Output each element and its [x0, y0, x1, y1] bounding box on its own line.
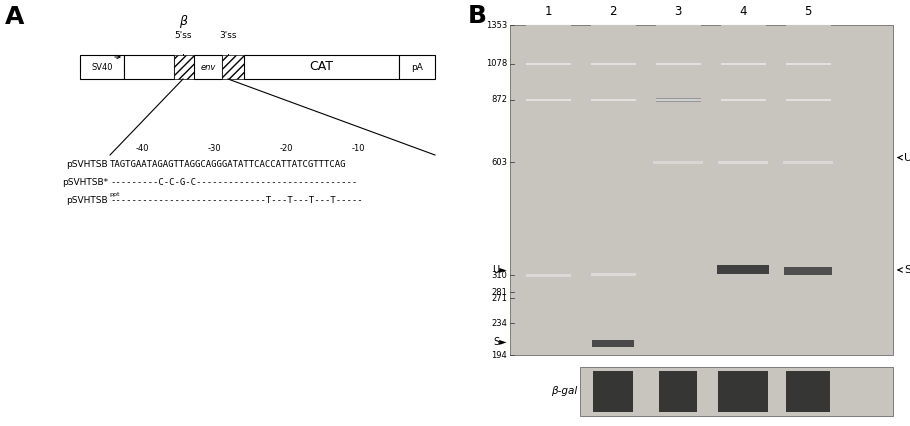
Text: 1: 1 — [544, 5, 551, 18]
Bar — [194, 55, 222, 79]
Text: pA: pA — [411, 63, 423, 72]
Text: SV40: SV40 — [91, 63, 113, 72]
Bar — [525, 63, 571, 65]
Text: 271: 271 — [491, 294, 507, 303]
Text: 281: 281 — [491, 288, 507, 296]
Bar — [655, 24, 701, 26]
Text: S: S — [904, 265, 910, 275]
Text: 4: 4 — [739, 5, 747, 18]
Text: 3: 3 — [674, 5, 682, 18]
Bar — [580, 367, 893, 416]
Bar — [244, 55, 399, 79]
Bar — [718, 371, 768, 412]
Bar — [80, 55, 124, 79]
Bar — [591, 273, 635, 276]
Bar — [592, 340, 634, 347]
Text: CAT: CAT — [309, 60, 333, 74]
Text: -----------------------------T---T---T---T-----: -----------------------------T---T---T--… — [110, 196, 362, 205]
Text: U►: U► — [492, 265, 507, 275]
Bar — [653, 161, 703, 164]
Bar — [721, 63, 765, 65]
Bar — [655, 99, 701, 101]
Text: TAGTGAATAGAGTTAGGCAGGGATATTCACCATTATCGTTTCAG: TAGTGAATAGAGTTAGGCAGGGATATTCACCATTATCGTT… — [110, 160, 347, 169]
Text: pSVHTSB*: pSVHTSB* — [62, 178, 108, 187]
Text: ---------C-C-G-C------------------------------: ---------C-C-G-C------------------------… — [110, 178, 358, 187]
Text: -20: -20 — [279, 144, 293, 153]
Text: 5'ss: 5'ss — [174, 31, 192, 40]
Bar — [785, 24, 831, 26]
Bar — [593, 371, 633, 412]
Bar — [222, 55, 244, 79]
Text: 3'ss: 3'ss — [219, 31, 237, 40]
Bar — [510, 25, 893, 355]
Text: 234: 234 — [491, 319, 507, 328]
Text: -40: -40 — [136, 144, 149, 153]
Bar — [174, 55, 194, 79]
Text: S►: S► — [493, 337, 507, 347]
Text: 603: 603 — [491, 158, 507, 167]
Text: 194: 194 — [491, 351, 507, 360]
Bar — [721, 24, 765, 26]
Text: ppt: ppt — [109, 192, 119, 197]
Text: env: env — [200, 63, 216, 72]
Text: 310: 310 — [491, 271, 507, 280]
Bar — [124, 55, 174, 79]
Text: U: U — [904, 153, 910, 163]
Bar — [718, 161, 768, 164]
Text: 1353: 1353 — [486, 20, 507, 29]
Bar — [591, 63, 635, 65]
Bar — [525, 99, 571, 101]
Bar — [525, 274, 571, 277]
Bar — [721, 99, 765, 101]
Text: B: B — [468, 4, 487, 28]
Bar — [591, 24, 635, 26]
Bar — [785, 99, 831, 101]
Bar — [525, 24, 571, 26]
Bar — [591, 99, 635, 101]
Text: 5: 5 — [804, 5, 812, 18]
Bar — [786, 371, 830, 412]
Bar — [659, 371, 697, 412]
Text: pSVHTSB: pSVHTSB — [66, 196, 108, 205]
Bar — [655, 98, 701, 102]
Text: pSVHTSB: pSVHTSB — [66, 160, 108, 169]
Text: -10: -10 — [351, 144, 365, 153]
Bar — [717, 265, 769, 274]
Text: β: β — [179, 15, 187, 28]
Bar — [785, 63, 831, 65]
Bar — [783, 161, 833, 164]
Text: 2: 2 — [610, 5, 617, 18]
Text: 1078: 1078 — [486, 59, 507, 68]
Text: A: A — [5, 5, 25, 29]
Bar — [399, 55, 435, 79]
Bar — [784, 267, 832, 275]
Bar — [655, 63, 701, 65]
Text: -30: -30 — [207, 144, 221, 153]
Text: β-gal: β-gal — [551, 386, 577, 397]
Text: 872: 872 — [491, 95, 507, 104]
